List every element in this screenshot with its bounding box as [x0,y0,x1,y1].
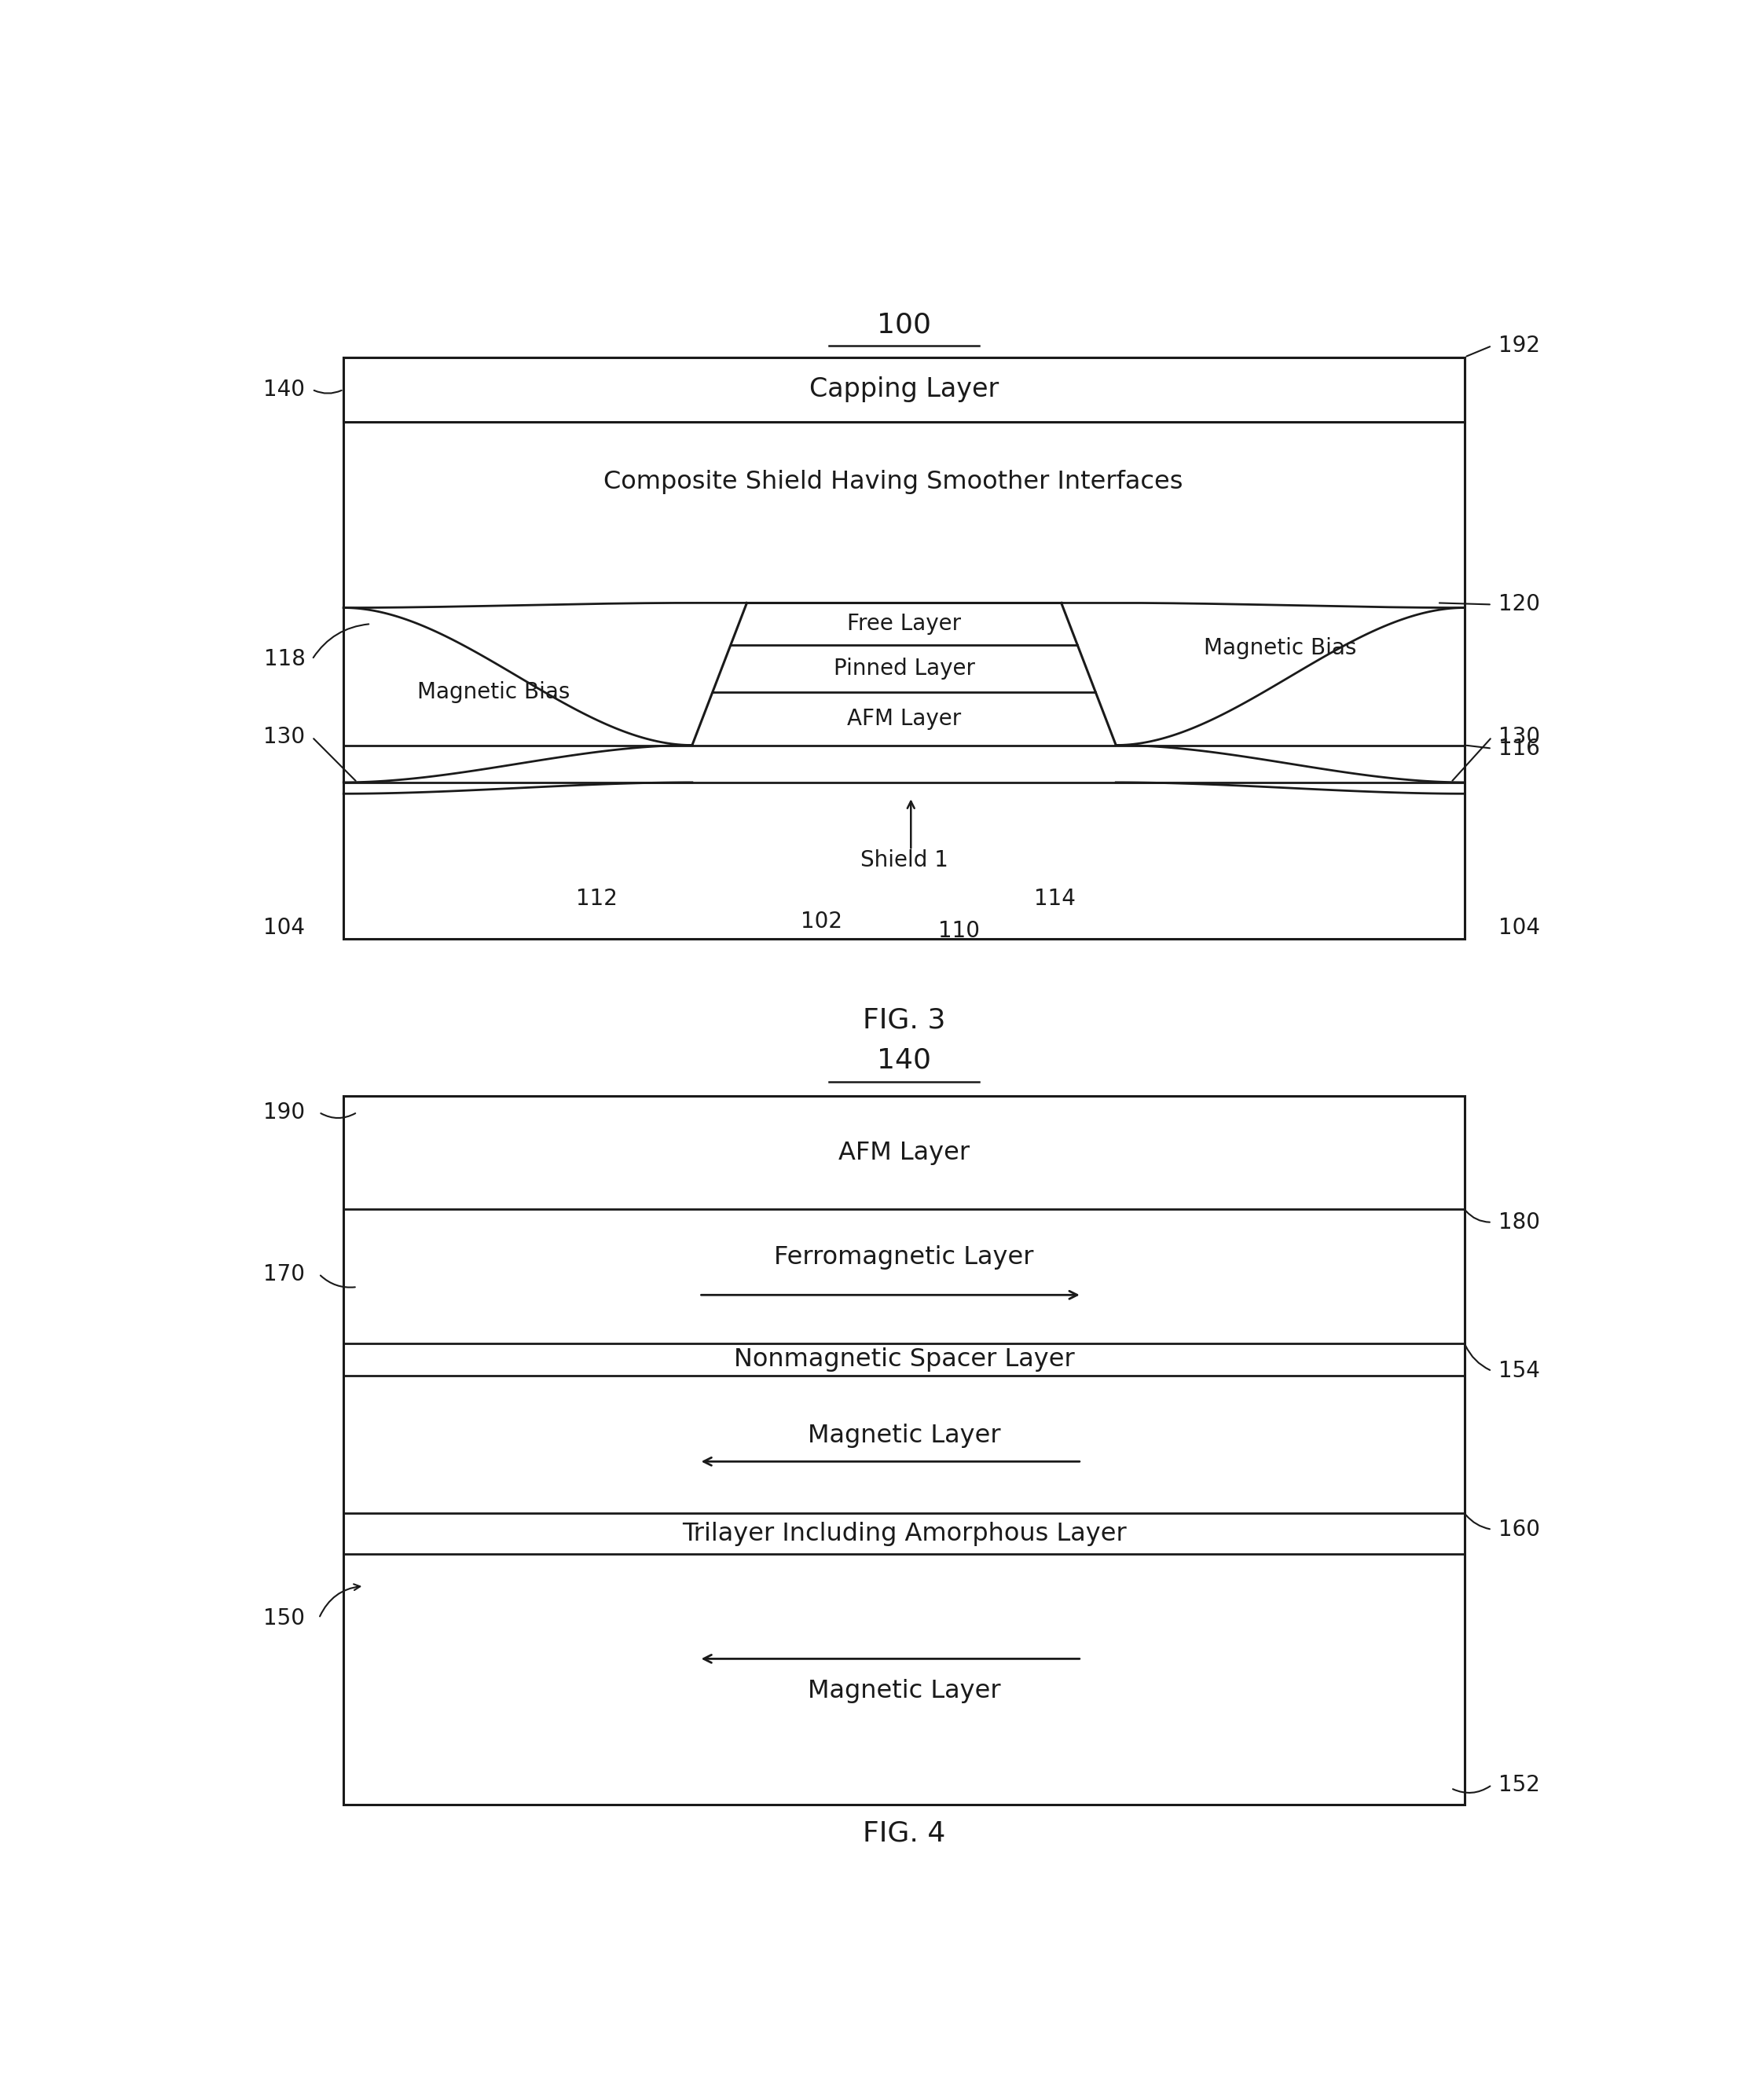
Text: 190: 190 [263,1100,305,1124]
Text: Magnetic Bias: Magnetic Bias [418,680,570,704]
Text: AFM Layer: AFM Layer [847,708,961,729]
Text: Trilayer Including Amorphous Layer: Trilayer Including Amorphous Layer [681,1522,1127,1546]
Text: Magnetic Layer: Magnetic Layer [808,1680,1000,1703]
Text: 102: 102 [801,911,843,932]
Text: Magnetic Bias: Magnetic Bias [1203,636,1357,659]
Text: FIG. 4: FIG. 4 [863,1821,946,1846]
Text: 160: 160 [1499,1518,1540,1541]
Text: 120: 120 [1499,594,1540,615]
Text: 154: 154 [1499,1361,1540,1382]
Text: 112: 112 [575,888,617,909]
Text: 116: 116 [1499,737,1540,760]
Text: Free Layer: Free Layer [847,613,961,634]
Text: 192: 192 [1499,334,1540,357]
Text: Magnetic Layer: Magnetic Layer [808,1424,1000,1447]
Text: 104: 104 [263,918,305,939]
Text: 150: 150 [263,1606,305,1630]
Polygon shape [344,357,1464,939]
Text: Ferromagnetic Layer: Ferromagnetic Layer [774,1245,1034,1270]
Text: Nonmagnetic Spacer Layer: Nonmagnetic Spacer Layer [734,1348,1074,1371]
Text: 114: 114 [1034,888,1076,909]
Text: 130: 130 [1499,727,1540,748]
Text: 140: 140 [877,1048,931,1073]
Text: Capping Layer: Capping Layer [810,376,998,403]
Text: Composite Shield Having Smoother Interfaces: Composite Shield Having Smoother Interfa… [603,470,1184,493]
Text: 152: 152 [1499,1774,1540,1796]
Text: 100: 100 [877,311,931,338]
Text: 130: 130 [263,727,305,748]
Text: 118: 118 [263,649,305,670]
Text: 140: 140 [263,378,305,401]
Text: 110: 110 [938,920,979,943]
Text: FIG. 3: FIG. 3 [863,1006,946,1033]
Text: Shield 1: Shield 1 [861,848,947,871]
Text: AFM Layer: AFM Layer [838,1140,970,1166]
Polygon shape [344,357,1464,422]
Text: 180: 180 [1499,1212,1540,1233]
Text: Pinned Layer: Pinned Layer [833,657,975,680]
Text: 170: 170 [263,1262,305,1285]
Polygon shape [344,1096,1464,1804]
Text: 104: 104 [1499,918,1540,939]
